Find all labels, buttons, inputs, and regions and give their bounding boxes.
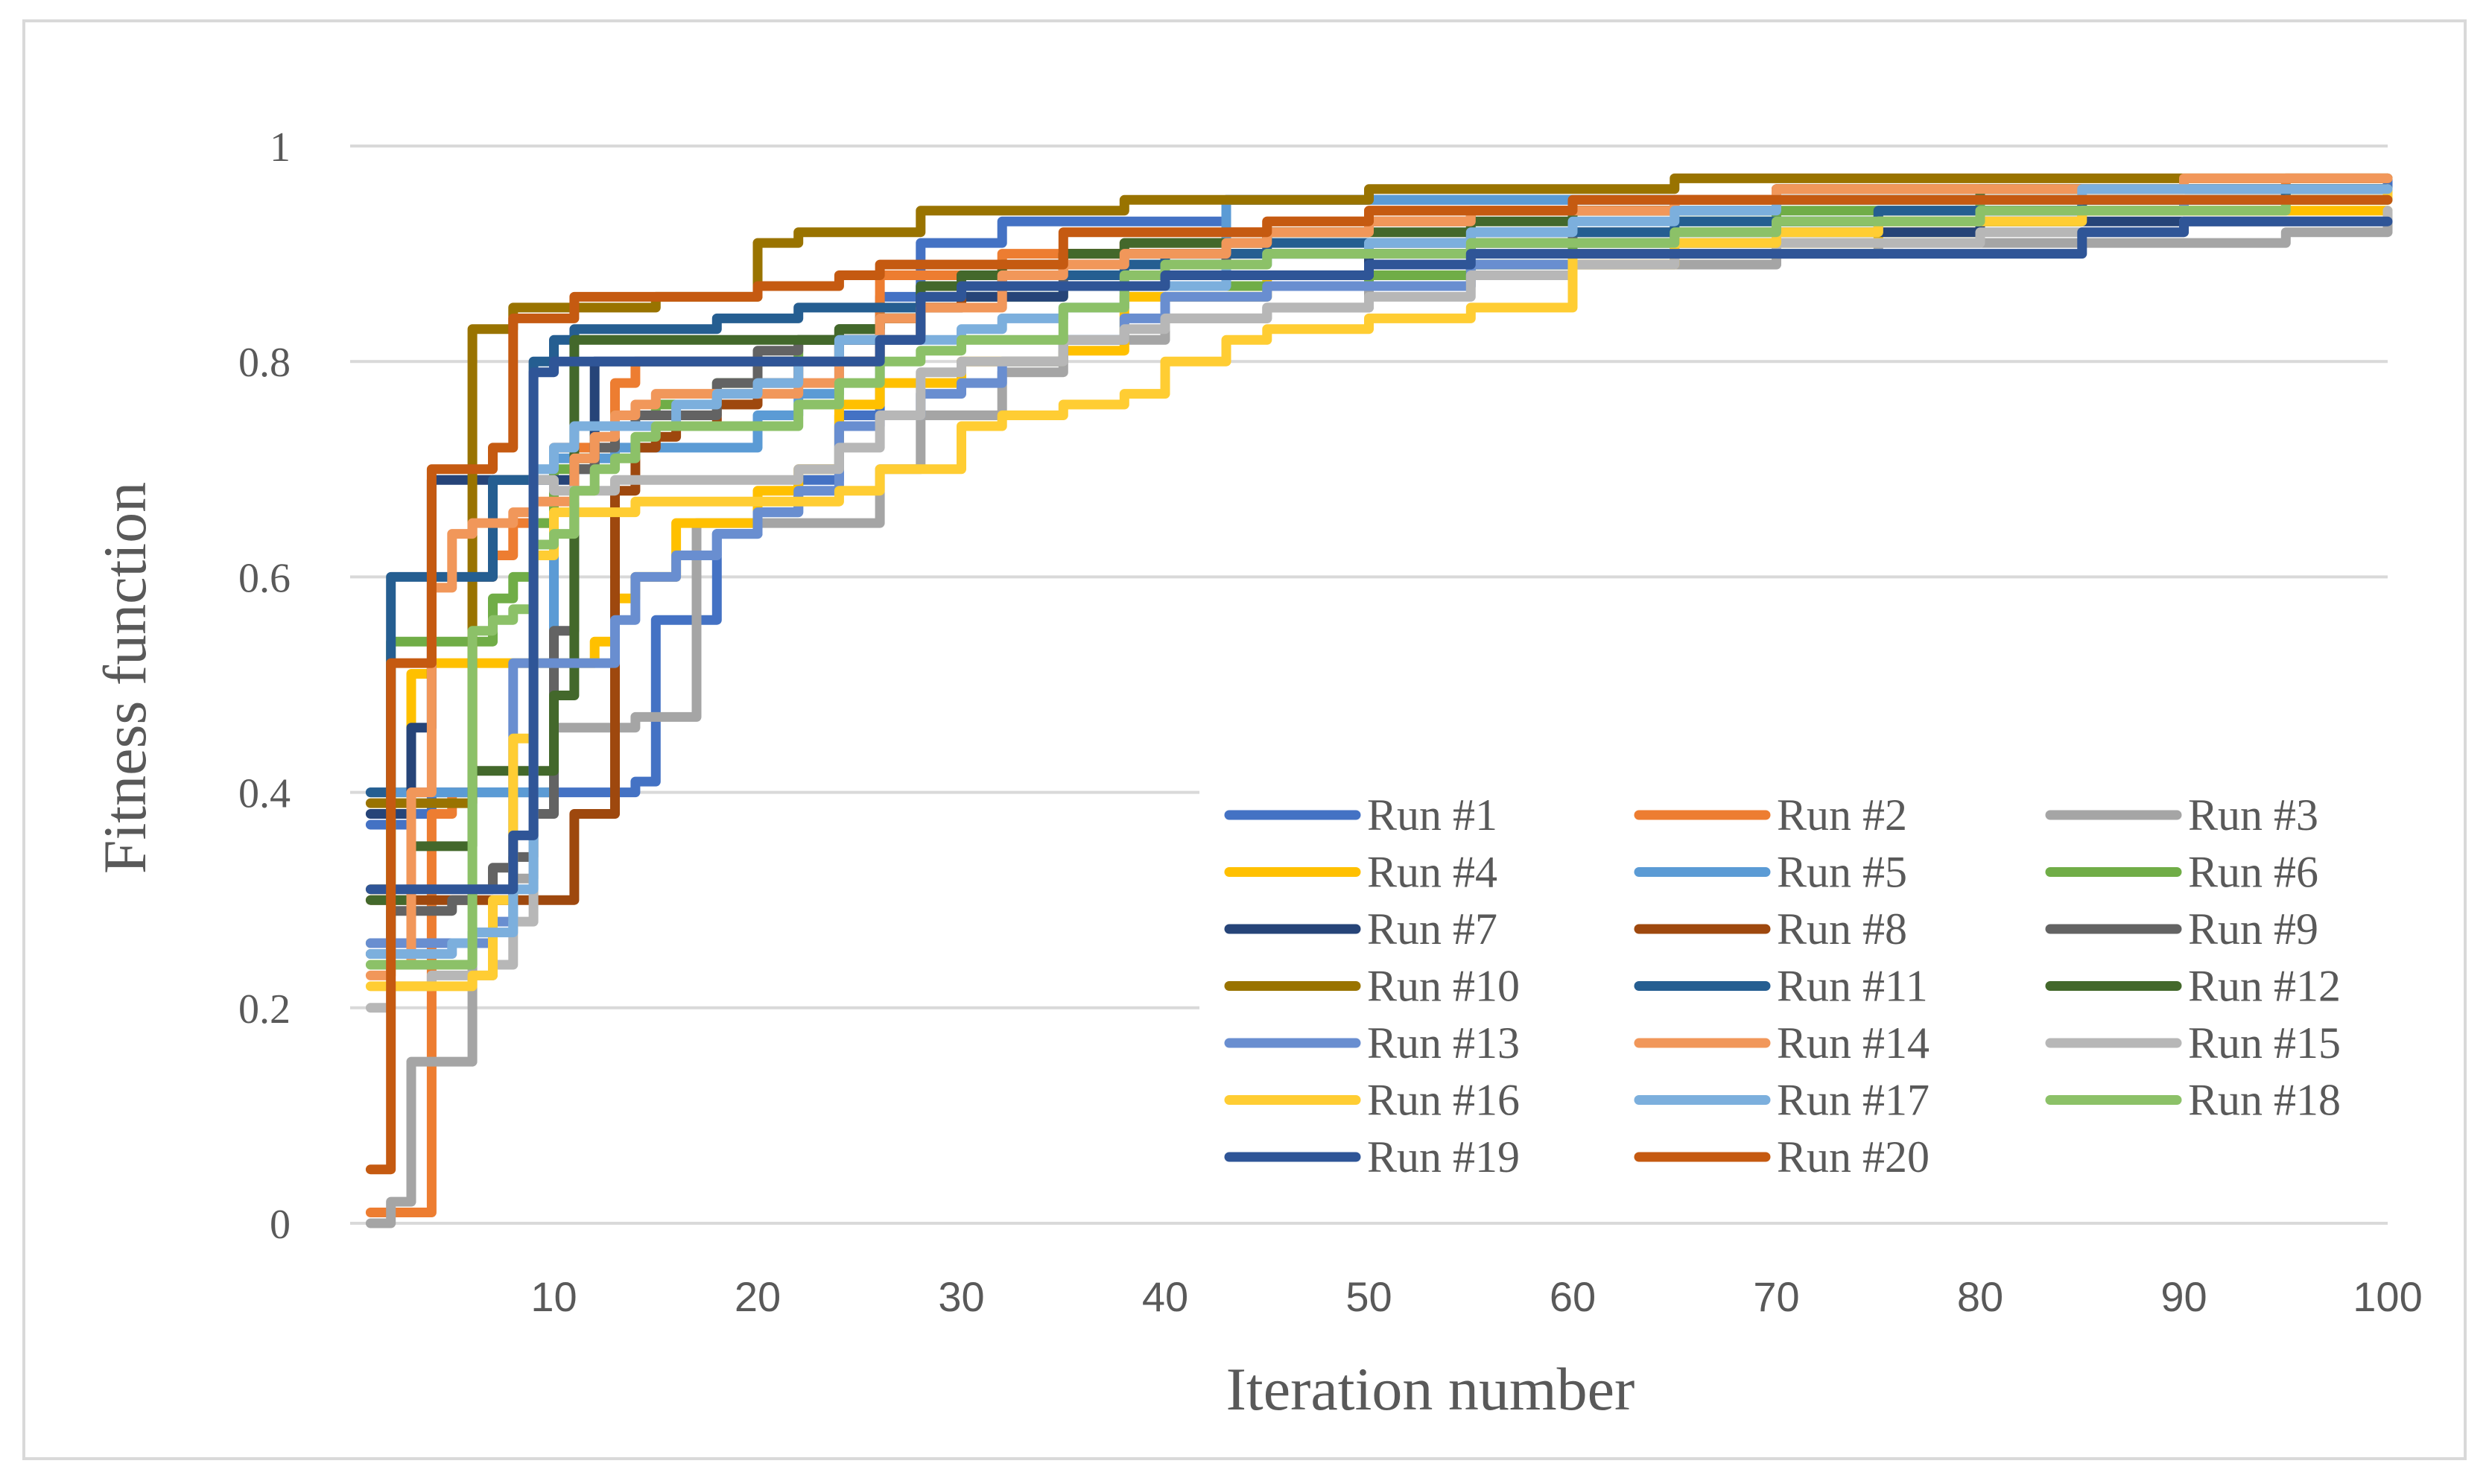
- legend-label: Run #11: [1777, 962, 1928, 1011]
- x-tick-label: 50: [1345, 1273, 1392, 1320]
- legend-label: Run #12: [2188, 962, 2341, 1011]
- legend-label: Run #16: [1367, 1076, 1520, 1125]
- legend-label: Run #1: [1367, 790, 1497, 840]
- legend-label: Run #8: [1777, 904, 1907, 954]
- x-tick-label: 30: [938, 1273, 984, 1320]
- y-tick-label: 0.8: [238, 340, 291, 386]
- legend: Run #1 Run #2 Run #3 Run #4 Run #5 Run #6 Run …: [1199, 776, 2391, 1193]
- series-line-run-19: [365, 216, 2393, 895]
- legend-label: Run #17: [1777, 1076, 1930, 1125]
- legend-label: Run #14: [1777, 1018, 1930, 1068]
- legend-label: Run #7: [1367, 904, 1497, 954]
- x-tick-label: 40: [1142, 1273, 1188, 1320]
- series-line-run-17: [365, 184, 2393, 959]
- legend-label: Run #18: [2188, 1076, 2341, 1125]
- x-tick-label: 60: [1550, 1273, 1596, 1320]
- series-line-run-11: [365, 184, 2393, 798]
- legend-label: Run #15: [2188, 1018, 2341, 1068]
- legend-label: Run #10: [1367, 962, 1520, 1011]
- x-tick-label: 10: [530, 1273, 577, 1320]
- series-line-run-20: [365, 194, 2393, 1175]
- legend-background: [1199, 776, 2391, 1193]
- legend-label: Run #9: [2188, 904, 2318, 954]
- legend-label: Run #3: [2188, 790, 2318, 840]
- x-tick-label: 70: [1753, 1273, 1799, 1320]
- legend-label: Run #2: [1777, 790, 1907, 840]
- x-tick-label: 20: [735, 1273, 781, 1320]
- y-axis-ticks: 0 0.2 0.4 0.6 0.8 1: [238, 124, 291, 1248]
- legend-label: Run #4: [1367, 848, 1497, 897]
- y-tick-label: 0.2: [238, 986, 291, 1033]
- legend-label: Run #20: [1777, 1132, 1930, 1182]
- y-tick-label: 0: [270, 1202, 291, 1248]
- x-axis-ticks: 10 20 30 40 50 60 70 80 90 100: [530, 1273, 2422, 1320]
- x-tick-label: 90: [2160, 1273, 2207, 1320]
- x-axis-title: Iteration number: [1226, 1355, 1635, 1423]
- legend-label: Run #19: [1367, 1132, 1520, 1182]
- series-line-run-18: [365, 194, 2393, 970]
- legend-label: Run #13: [1367, 1018, 1520, 1068]
- y-tick-label: 0.4: [238, 771, 291, 817]
- x-tick-label: 100: [2353, 1273, 2422, 1320]
- legend-label: Run #6: [2188, 848, 2318, 897]
- y-tick-label: 0.6: [238, 555, 291, 601]
- x-tick-label: 80: [1957, 1273, 2003, 1320]
- y-tick-label: 1: [270, 124, 291, 171]
- series-line-run-16: [365, 184, 2393, 992]
- series-lines: [365, 173, 2393, 1228]
- y-axis-title: Fitness function: [91, 482, 159, 874]
- legend-label: Run #5: [1777, 848, 1907, 897]
